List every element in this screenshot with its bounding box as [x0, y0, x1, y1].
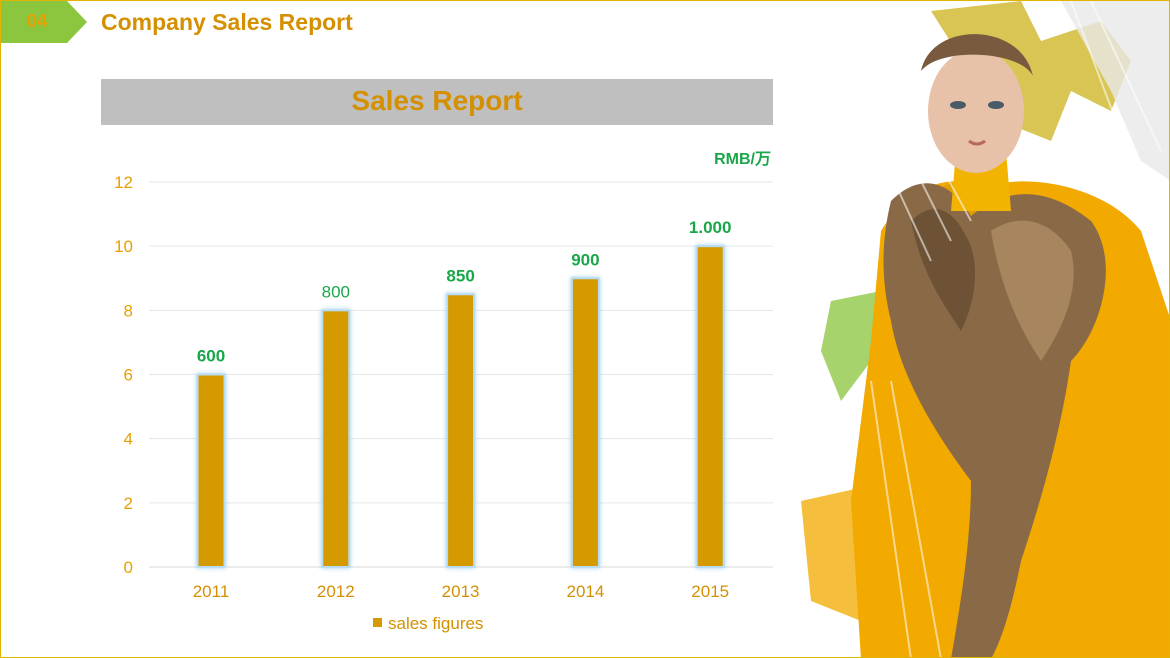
y-tick-label: 0 [124, 558, 133, 577]
fashion-model-photo-icon [801, 1, 1169, 657]
bars [196, 245, 725, 569]
bar-2015 [695, 245, 725, 569]
chart-title: Sales Report [351, 85, 523, 116]
y-tick-label: 6 [124, 366, 133, 385]
data-label-2014: 900 [571, 250, 599, 269]
chart-title-band: Sales Report [101, 79, 773, 125]
y-axis-ticks: 0 2 4 6 8 10 12 [114, 173, 133, 577]
data-labels: 600 800 850 900 1.000 [197, 218, 732, 365]
x-category-label: 2013 [442, 582, 480, 601]
y-tick-label: 12 [114, 173, 133, 192]
y-tick-label: 4 [124, 430, 133, 449]
x-category-label: 2015 [691, 582, 729, 601]
section-number-tag: 04 [1, 1, 87, 43]
data-label-2013: 850 [446, 266, 474, 285]
grid-layer [149, 181, 773, 568]
data-label-2011: 600 [197, 347, 225, 366]
bar-2011 [196, 373, 226, 568]
data-label-2012: 800 [322, 282, 350, 301]
y-tick-label: 2 [124, 494, 133, 513]
x-axis-categories: 2011 2012 2013 2014 2015 [193, 582, 729, 601]
y-tick-label: 10 [114, 237, 133, 256]
page-title: Company Sales Report [101, 9, 353, 35]
unit-label: RMB/万 [714, 151, 771, 168]
x-category-label: 2014 [566, 582, 604, 601]
legend-label: sales figures [388, 614, 483, 633]
bar-2013 [446, 293, 476, 568]
legend: sales figures [373, 614, 483, 633]
y-tick-label: 8 [124, 301, 133, 320]
x-category-label: 2012 [317, 582, 355, 601]
x-category-label: 2011 [193, 582, 230, 601]
bar-2014 [570, 277, 600, 568]
bar-2012 [321, 309, 351, 568]
data-label-2015: 1.000 [689, 218, 732, 237]
section-number: 04 [27, 11, 48, 31]
legend-swatch [373, 618, 382, 627]
